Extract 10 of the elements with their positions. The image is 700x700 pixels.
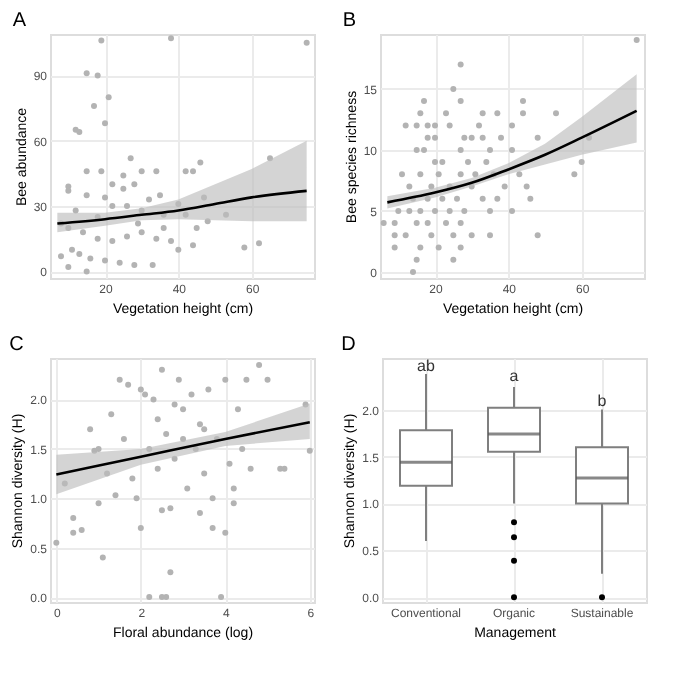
- chart-title: B: [342, 10, 357, 32]
- chart-title: A: [12, 10, 27, 32]
- annotation: a: [509, 366, 520, 385]
- annotation: ab: [417, 357, 436, 376]
- line-series: [55, 420, 312, 476]
- annotation: b: [597, 392, 608, 411]
- line-series: [386, 109, 638, 204]
- chart-title: C: [9, 334, 24, 356]
- line-series: [56, 189, 308, 225]
- chart-title: D: [341, 334, 356, 356]
